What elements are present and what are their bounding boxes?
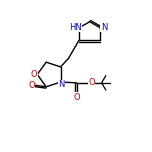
Text: O: O — [73, 93, 80, 102]
Text: N: N — [58, 80, 65, 89]
Text: N: N — [101, 23, 107, 32]
Text: O: O — [31, 70, 37, 79]
Text: O: O — [28, 81, 35, 90]
Text: HN: HN — [69, 23, 81, 32]
Text: O: O — [88, 78, 95, 87]
